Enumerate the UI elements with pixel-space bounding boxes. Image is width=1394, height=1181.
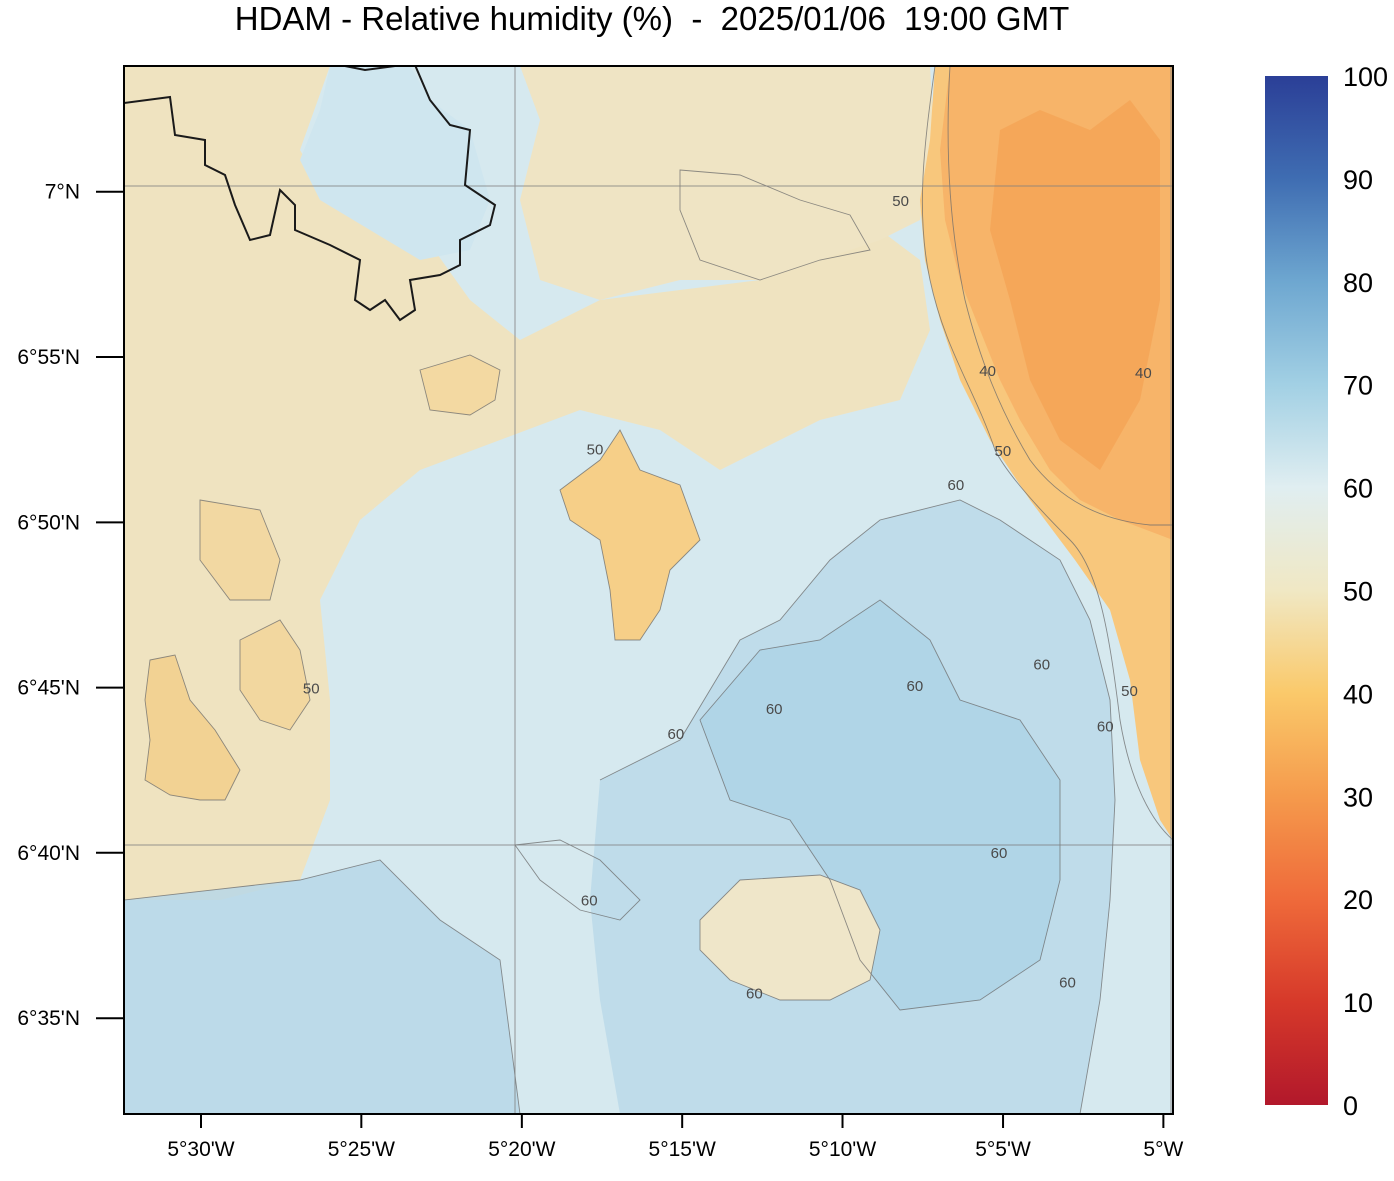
western-dry-patch-3 [200,500,280,600]
southern-dry-pocket [700,875,880,1000]
contour-label: 60 [991,845,1008,862]
lon-tick-label: 5°W [1143,1138,1183,1161]
latitude-axis: 7°N 6°55'N 6°50'N 6°45'N 6°40'N 6°35'N [17,181,124,1030]
western-dry-patches [145,655,240,800]
gridlines [124,66,1173,1114]
contour-label: 60 [948,477,965,494]
contour-label: 50 [892,193,909,210]
lat-tick-label: 6°45'N [17,677,80,700]
boundary-line [124,66,497,322]
contour-label: 60 [746,985,763,1002]
lat-tick-label: 6°50'N [17,511,80,534]
western-beige-zone [124,66,930,900]
colorbar-tick-label: 90 [1343,165,1373,195]
lon-tick-label: 5°25'W [328,1138,395,1161]
map-frame [123,65,1174,1115]
colorbar-tick-label: 80 [1343,268,1373,298]
map-panel: 50 40 40 50 50 60 60 60 60 60 50 60 50 60 60 60 60 [124,66,1173,1114]
contour-label: 60 [581,892,598,909]
southern-moist-zone [124,860,520,1114]
contour-label: 60 [1059,975,1076,992]
central-dry-patch [560,430,700,640]
contour-label: 40 [1135,365,1152,382]
lon-tick-label: 5°5'W [975,1138,1031,1161]
contour-label: 60 [1033,656,1050,673]
contour-label: 50 [303,681,320,698]
colorbar-gradient [1265,76,1328,1105]
contour-label: 40 [979,363,996,380]
lon-tick-label: 5°20'W [488,1138,555,1161]
northeast-driest-core [990,100,1160,470]
lat-tick-label: 6°55'N [17,346,80,369]
colorbar-labels: 0 10 20 30 40 50 60 70 80 90 100 [1343,62,1388,1121]
contour-lines [124,66,1173,1114]
colorbar-tick-label: 70 [1343,371,1373,401]
colorbar-tick-label: 10 [1343,988,1373,1018]
colorbar-tick-label: 0 [1343,1091,1358,1121]
colorbar-tick-label: 30 [1343,782,1373,812]
inner-moist-core [700,600,1060,1010]
colorbar-tick-label: 50 [1343,577,1373,607]
colorbar-tick-label: 40 [1343,679,1373,709]
contour-label: 50 [1121,683,1138,700]
lon-tick-label: 5°15'W [649,1138,716,1161]
longitude-axis: 5°30'W 5°25'W 5°20'W 5°15'W 5°10'W 5°5'W 5°W [167,1114,1184,1161]
colorbar: 0 10 20 30 40 50 60 70 80 90 100 [1265,62,1388,1121]
lon-tick-label: 5°10'W [809,1138,876,1161]
colorbar-tick-label: 60 [1343,474,1373,504]
contour-label: 60 [1097,718,1114,735]
map-title: HDAM - Relative humidity (%) - 2025/01/0… [234,0,1070,37]
lat-tick-label: 6°35'N [17,1007,80,1030]
contour-label: 60 [907,678,924,695]
contour-label: 50 [587,441,604,458]
contour-label: 60 [766,701,783,718]
colorbar-tick-label: 20 [1343,885,1373,915]
contour-labels: 50 40 40 50 50 60 60 60 60 60 50 60 50 60 60 60 60 [303,193,1152,1002]
north-beige-zone [520,66,935,300]
contour-label: 50 [995,443,1012,460]
lat-tick-label: 7°N [45,181,80,204]
boundary-line-north [344,66,396,72]
colorbar-tick-label: 100 [1343,62,1388,92]
lon-tick-label: 5°30'W [167,1138,234,1161]
western-dry-patch-2 [240,620,310,730]
lat-tick-label: 6°40'N [17,842,80,865]
contour-label: 60 [667,726,684,743]
northern-dry-patch [420,355,500,415]
